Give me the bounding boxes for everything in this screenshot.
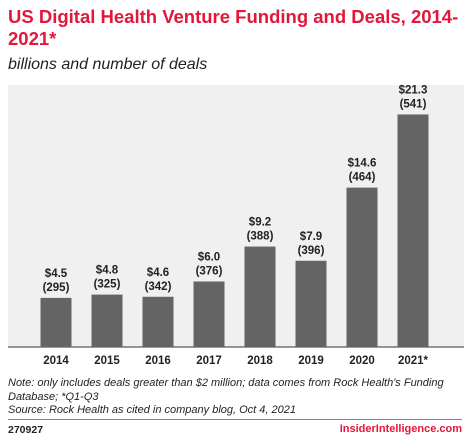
value-label: $4.8: [96, 265, 119, 277]
chart-notes: Note: only includes deals greater than $…: [8, 377, 464, 418]
value-label: $14.6: [348, 158, 377, 170]
x-tick-label: 2019: [298, 355, 324, 367]
value-label: $6.0: [198, 252, 220, 264]
value-label: $4.5: [45, 268, 68, 280]
bar-2020: [346, 187, 378, 347]
x-tick-label: 2014: [43, 355, 69, 367]
deals-label: (295): [43, 282, 70, 294]
brand-logo: InsiderIntelligence.com: [339, 423, 462, 435]
deals-label: (396): [298, 245, 325, 257]
bar-2018: [244, 246, 276, 347]
bar-2019: [295, 260, 327, 347]
value-label: $9.2: [249, 217, 271, 229]
bar-2015: [91, 294, 123, 347]
deals-label: (541): [400, 98, 427, 110]
deals-label: (388): [247, 231, 274, 243]
note-text: Note: only includes deals greater than $…: [8, 377, 444, 403]
footer-divider: [8, 419, 462, 420]
x-tick-label: 2021*: [398, 355, 429, 367]
source-text: Source: Rock Health as cited in company …: [8, 404, 296, 416]
bar-2017: [193, 281, 225, 347]
x-tick-label: 2016: [145, 355, 171, 367]
deals-label: (464): [349, 172, 376, 184]
plot-background: [8, 85, 464, 347]
deals-label: (376): [196, 266, 223, 278]
bars-group: $4.5 (295) 2014 $4.8 (325) 2015 $4.6 (342) 2016 $…: [40, 84, 429, 367]
deals-label: (325): [94, 279, 121, 291]
chart-id: 270927: [8, 424, 44, 436]
bar-2014: [40, 297, 72, 347]
value-label: $7.9: [300, 231, 322, 243]
deals-label: (342): [145, 281, 172, 293]
chart-subtitle: billions and number of deals: [8, 56, 208, 73]
x-tick-label: 2017: [196, 355, 222, 367]
chart-title: US Digital Health Venture Funding and De…: [8, 6, 459, 49]
bar-2021: [397, 114, 429, 347]
x-tick-label: 2015: [94, 355, 120, 367]
value-label: $4.6: [147, 267, 169, 279]
x-tick-label: 2018: [247, 355, 273, 367]
x-tick-label: 2020: [349, 355, 375, 367]
value-label: $21.3: [399, 84, 428, 96]
bar-2016: [142, 296, 174, 347]
